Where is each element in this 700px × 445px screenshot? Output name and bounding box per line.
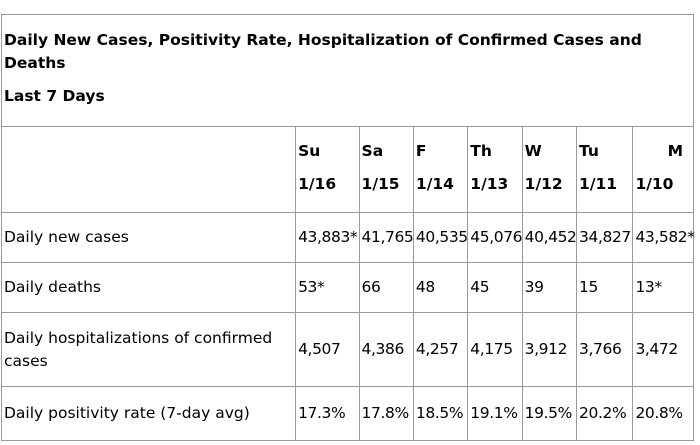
day-header: Su 1/16 xyxy=(295,126,360,213)
table-row: Daily positivity rate (7-day avg) 17.3% … xyxy=(0,386,694,441)
table-title: Daily New Cases, Positivity Rate, Hospit… xyxy=(4,31,642,72)
row-label: Daily new cases xyxy=(0,212,297,263)
row-label: Daily deaths xyxy=(0,262,297,313)
table-cell: 20.2% xyxy=(576,386,634,441)
table-cell: 3,766 xyxy=(576,312,634,387)
table-cell: 41,765 xyxy=(358,212,414,263)
day-header: Th 1/13 xyxy=(467,126,523,213)
row-label: Daily positivity rate (7-day avg) xyxy=(0,386,297,441)
table-cell: 34,827 xyxy=(576,212,634,263)
table-cell: 45 xyxy=(467,262,523,313)
table-cell: 3,472 xyxy=(632,312,694,387)
table-row: Daily deaths 53* 66 48 45 39 15 13* xyxy=(0,262,694,313)
day-date: 1/10 xyxy=(635,175,674,193)
title-row: Daily New Cases, Positivity Rate, Hospit… xyxy=(1,14,694,127)
day-header: M 1/10 xyxy=(632,126,694,213)
stats-table: Daily New Cases, Positivity Rate, Hospit… xyxy=(0,14,695,441)
day-date: 1/14 xyxy=(415,175,454,193)
day-abbr: Su xyxy=(298,142,321,160)
table-cell: 3,912 xyxy=(521,312,578,387)
table-cell: 4,386 xyxy=(358,312,414,387)
table-cell: 39 xyxy=(521,262,578,313)
day-abbr: M xyxy=(667,142,683,160)
day-date: 1/16 xyxy=(298,175,337,193)
table-cell: 4,175 xyxy=(467,312,523,387)
day-date: 1/15 xyxy=(361,175,400,193)
table-row: Daily hospitalizations of confirmed case… xyxy=(0,312,694,387)
header-row: Su 1/16 Sa 1/15 F 1/14 Th 1/13 W 1/12 Tu 1/11 … xyxy=(0,126,694,213)
table-cell: 15 xyxy=(576,262,634,313)
table-cell: 45,076 xyxy=(467,212,523,263)
table-cell: 4,257 xyxy=(412,312,469,387)
table-cell: 43,582* xyxy=(632,212,695,263)
day-abbr: F xyxy=(415,142,427,160)
table-cell: 19.5% xyxy=(521,386,578,441)
day-header: Sa 1/15 xyxy=(358,126,414,213)
table-cell: 18.5% xyxy=(412,386,469,441)
day-header: Tu 1/11 xyxy=(576,126,634,213)
header-empty-cell xyxy=(0,126,297,213)
day-header: W 1/12 xyxy=(521,126,578,213)
day-date: 1/12 xyxy=(524,175,563,193)
table-cell: 40,535 xyxy=(412,212,469,263)
day-abbr: W xyxy=(524,142,542,160)
table-cell: 17.3% xyxy=(295,386,360,441)
table-cell: 19.1% xyxy=(467,386,523,441)
day-date: 1/13 xyxy=(470,175,509,193)
table-cell: 66 xyxy=(358,262,414,313)
table-cell: 17.8% xyxy=(358,386,414,441)
table-row: Daily new cases 43,883* 41,765 40,535 45… xyxy=(0,212,695,263)
table-cell: 13* xyxy=(632,262,694,313)
day-header: F 1/14 xyxy=(412,126,469,213)
day-date: 1/11 xyxy=(579,175,618,193)
table-cell: 53* xyxy=(295,262,360,313)
table-cell: 20.8% xyxy=(632,386,694,441)
title-cell: Daily New Cases, Positivity Rate, Hospit… xyxy=(1,14,694,127)
table-cell: 48 xyxy=(412,262,469,313)
row-label: Daily hospitalizations of confirmed case… xyxy=(0,312,297,387)
day-abbr: Th xyxy=(470,142,492,160)
table-cell: 4,507 xyxy=(295,312,360,387)
day-abbr: Sa xyxy=(361,142,384,160)
table-cell: 43,883* xyxy=(295,212,360,263)
table-subtitle: Last 7 Days xyxy=(4,87,105,105)
table-cell: 40,452 xyxy=(521,212,578,263)
day-abbr: Tu xyxy=(579,142,599,160)
